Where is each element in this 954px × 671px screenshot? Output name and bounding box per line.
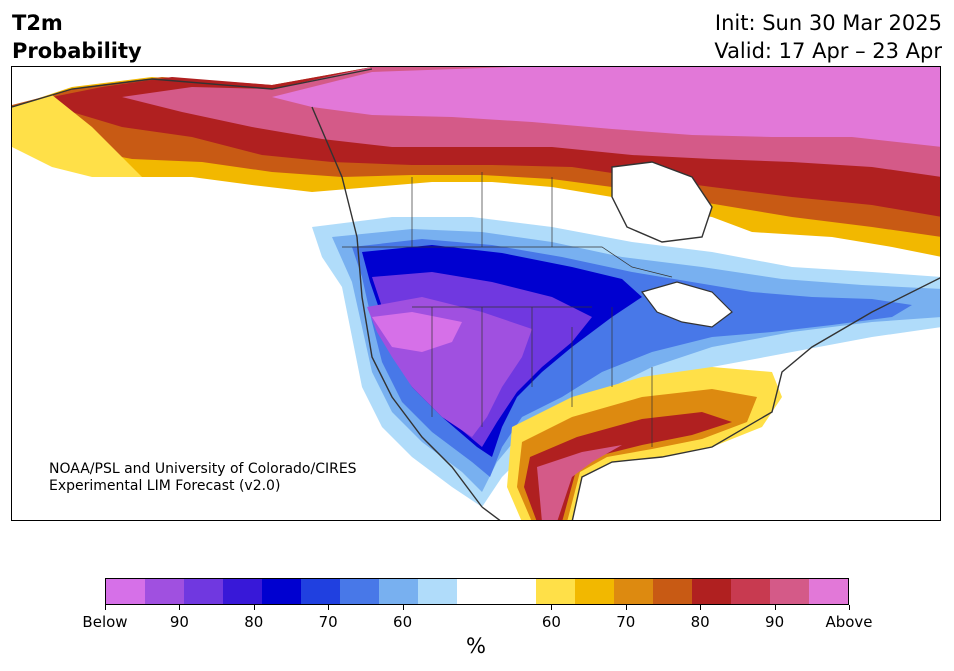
warm-band-north-5 [272, 67, 940, 147]
warm-southeast-3 [524, 412, 732, 520]
colorbar-segment [613, 579, 653, 604]
colorbar-tick-mark [179, 605, 181, 610]
colorbar-segment [184, 579, 224, 604]
colorbar-tick-mark [849, 605, 850, 610]
colorbar-tick-label: 80 [690, 613, 710, 631]
colorbar-tick-mark [402, 605, 404, 610]
colorbar-segment [535, 579, 575, 604]
colorbar-segment [457, 579, 536, 604]
colorbar-tick-mark [625, 605, 627, 610]
colorbar-segment [418, 579, 458, 604]
colorbar-tick-mark [551, 605, 553, 610]
colorbar-tick-label: 90 [169, 613, 189, 631]
colorbar-tick-mark [774, 605, 776, 610]
colorbar-segment [652, 579, 692, 604]
great-lakes [640, 281, 733, 328]
colorbar-segment [769, 579, 809, 604]
map-panel [11, 66, 941, 521]
colorbar-segment [691, 579, 731, 604]
coastlines [12, 68, 940, 520]
colorbar-segment [379, 579, 419, 604]
map-title: T2m Probability [12, 9, 142, 65]
warm-southeast-4 [537, 445, 622, 520]
forecast-dates: Init: Sun 30 Mar 2025 Valid: 17 Apr – 23… [714, 9, 942, 65]
colorbar-tick-label: Above [825, 613, 873, 631]
valid-range: Valid: 17 Apr – 23 Apr [714, 39, 942, 63]
colorbar-tick-label: 70 [616, 613, 636, 631]
title-quantity: Probability [12, 39, 142, 63]
init-date: Init: Sun 30 Mar 2025 [714, 11, 942, 35]
colorbar-segment [730, 579, 770, 604]
borders [342, 172, 673, 447]
hudson-bay [612, 162, 712, 242]
colorbar-segment [301, 579, 341, 604]
title-variable: T2m [12, 11, 63, 35]
colorbar-tick-label: 70 [318, 613, 338, 631]
colorbar-segment [262, 579, 302, 604]
colorbar-segment [106, 579, 146, 604]
colorbar-tick-mark [700, 605, 702, 610]
colorbar-tick-label: 80 [244, 613, 264, 631]
colorbar-tick-mark [253, 605, 255, 610]
probability-map [12, 67, 940, 520]
credit: NOAA/PSL and University of Colorado/CIRE… [49, 461, 357, 495]
cool-core-4 [372, 312, 462, 352]
credit-line-2: Experimental LIM Forecast (v2.0) [49, 478, 281, 494]
colorbar-tick-mark [105, 605, 106, 610]
colorbar-segment [808, 579, 848, 604]
colorbar [105, 578, 849, 605]
credit-line-1: NOAA/PSL and University of Colorado/CIRE… [49, 461, 357, 477]
colorbar-tick-label: 90 [765, 613, 785, 631]
colorbar-segment [574, 579, 614, 604]
colorbar-tick-mark [328, 605, 330, 610]
warm-alaska [12, 95, 142, 177]
colorbar-tick-label: Below [82, 613, 128, 631]
colorbar-tick-label: 60 [541, 613, 561, 631]
colorbar-segment [145, 579, 185, 604]
colorbar-segment [223, 579, 263, 604]
colorbar-unit: % [466, 634, 486, 658]
colorbar-tick-label: 60 [393, 613, 413, 631]
colorbar-segment [340, 579, 380, 604]
